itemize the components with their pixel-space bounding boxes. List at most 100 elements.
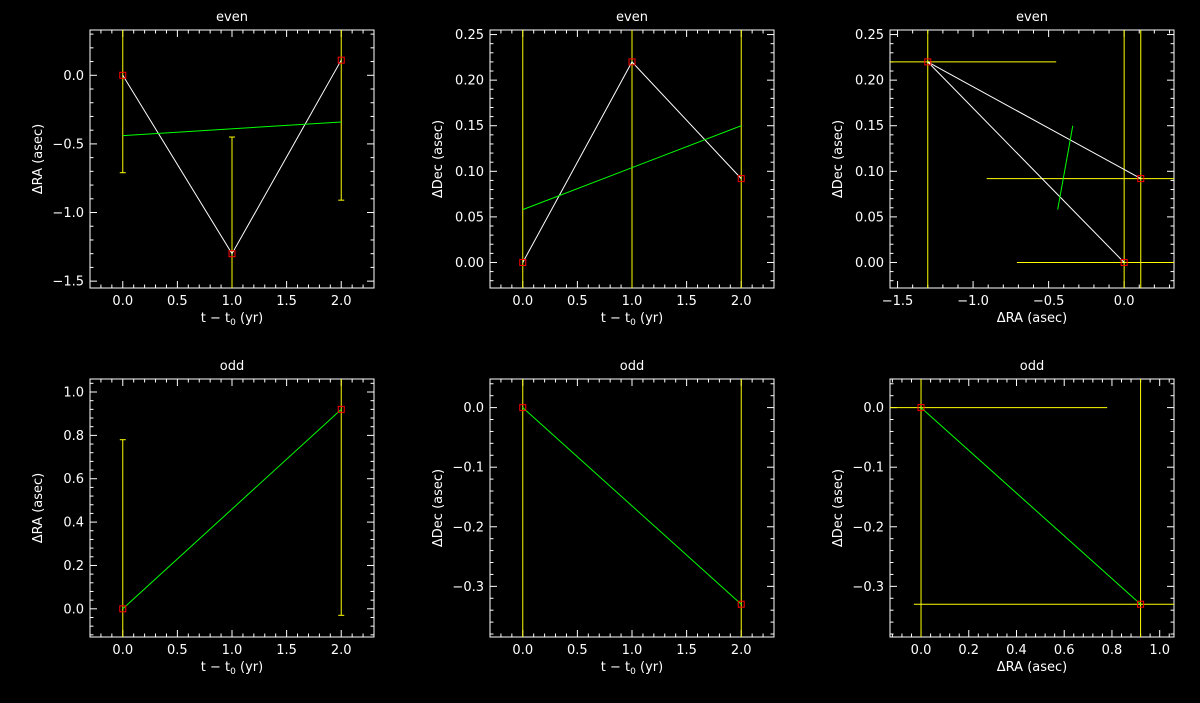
y-axis-label: ΔDec (asec) bbox=[431, 120, 446, 198]
y-tick-label: 0.2 bbox=[63, 559, 84, 574]
x-tick-label: 1.0 bbox=[222, 294, 243, 309]
chart-panel-4: 0.0 0.5 1.0 1.5 2.0 0.0 0.2 0.4 0.6 0.8 1.0 odd t − … bbox=[31, 359, 375, 677]
plot-frame bbox=[489, 378, 775, 638]
y-tick-label: 0.00 bbox=[855, 256, 884, 271]
y-tick-label: −0.2 bbox=[852, 520, 884, 535]
y-tick-label: 0.15 bbox=[855, 119, 884, 134]
x-tick-label: 0.0 bbox=[512, 294, 533, 309]
x-axis-label-subscript: 0 bbox=[230, 318, 236, 328]
x-tick-label: 1.5 bbox=[676, 294, 697, 309]
x-tick-label: 1.5 bbox=[276, 643, 297, 658]
y-tick-label: 0.8 bbox=[63, 429, 84, 444]
x-tick-label: 2.0 bbox=[331, 643, 352, 658]
y-axis-label: ΔDec (asec) bbox=[431, 469, 446, 547]
x-axis-label-text: t − t bbox=[601, 311, 630, 326]
x-axis-label: t − t0 (yr) bbox=[201, 311, 263, 328]
data-point bbox=[119, 71, 127, 79]
data-point bbox=[228, 250, 236, 258]
y-tick-label: −1.5 bbox=[52, 275, 84, 290]
x-tick-label: 0.0 bbox=[512, 643, 533, 658]
x-axis-label-suffix: (yr) bbox=[636, 311, 663, 326]
x-tick-label: 2.0 bbox=[731, 294, 752, 309]
x-axis-label-text: ΔRA (asec) bbox=[997, 660, 1067, 675]
data-point bbox=[1120, 258, 1128, 266]
x-tick-label: 1.0 bbox=[622, 294, 643, 309]
x-tick-label: −1.5 bbox=[882, 294, 914, 309]
x-axis-label: ΔRA (asec) bbox=[997, 311, 1067, 326]
y-tick-label: −0.3 bbox=[852, 580, 884, 595]
x-tick-label: 1.0 bbox=[622, 643, 643, 658]
x-tick-label: 1.0 bbox=[1149, 643, 1170, 658]
y-tick-label: −0.2 bbox=[452, 520, 484, 535]
fit-line bbox=[1057, 125, 1074, 210]
data-point bbox=[924, 58, 932, 66]
chart-panel-5: 0.0 0.5 1.0 1.5 2.0 −0.3 −0.2 −0.1 0.0 odd t − t0 … bbox=[431, 359, 775, 677]
x-axis-label: t − t0 (yr) bbox=[601, 660, 663, 677]
data-point bbox=[519, 258, 527, 266]
x-axis-label-text: t − t bbox=[201, 311, 230, 326]
y-tick-label: 0.25 bbox=[855, 28, 884, 43]
data-point bbox=[119, 605, 127, 613]
y-tick-label: 0.10 bbox=[455, 165, 484, 180]
x-tick-label: 0.0 bbox=[1114, 294, 1135, 309]
x-axis-label: ΔRA (asec) bbox=[997, 660, 1067, 675]
data-point bbox=[337, 56, 345, 64]
data-point bbox=[737, 175, 745, 183]
y-tick-label: 0.0 bbox=[63, 602, 84, 617]
plot-frame bbox=[889, 378, 1175, 638]
x-tick-label: −1.0 bbox=[957, 294, 989, 309]
y-tick-label: −0.1 bbox=[452, 461, 484, 476]
y-tick-label: 1.0 bbox=[63, 386, 84, 401]
data-point bbox=[737, 600, 745, 608]
data-line bbox=[927, 61, 1142, 180]
chart-title: odd bbox=[220, 359, 244, 374]
y-tick-label: −0.3 bbox=[452, 580, 484, 595]
x-tick-label: 0.0 bbox=[112, 643, 133, 658]
y-tick-label: 0.15 bbox=[455, 119, 484, 134]
x-tick-label: 0.2 bbox=[958, 643, 979, 658]
y-tick-label: −0.5 bbox=[52, 137, 84, 152]
y-tick-label: 0.10 bbox=[855, 165, 884, 180]
y-tick-label: 0.05 bbox=[455, 210, 484, 225]
x-tick-label: 0.0 bbox=[911, 643, 932, 658]
x-axis-label-subscript: 0 bbox=[630, 318, 636, 328]
y-tick-label: 0.25 bbox=[455, 28, 484, 43]
chart-title: even bbox=[216, 10, 248, 25]
y-tick-label: 0.20 bbox=[455, 74, 484, 89]
y-tick-label: 0.6 bbox=[63, 472, 84, 487]
y-tick-label: 0.00 bbox=[455, 256, 484, 271]
data-point bbox=[337, 405, 345, 413]
x-tick-label: 0.8 bbox=[1102, 643, 1123, 658]
x-axis-label-subscript: 0 bbox=[230, 667, 236, 677]
x-tick-label: 2.0 bbox=[731, 643, 752, 658]
x-axis-label-text: ΔRA (asec) bbox=[997, 311, 1067, 326]
chart-title: odd bbox=[620, 359, 644, 374]
fit-line bbox=[522, 407, 742, 605]
data-point bbox=[917, 404, 925, 412]
y-tick-label: 0.05 bbox=[855, 210, 884, 225]
data-point bbox=[628, 58, 636, 66]
plot-frame bbox=[889, 29, 1175, 289]
chart-title: even bbox=[1016, 10, 1048, 25]
x-tick-label: −0.5 bbox=[1033, 294, 1065, 309]
y-tick-label: 0.20 bbox=[855, 74, 884, 89]
x-tick-label: 0.4 bbox=[1006, 643, 1027, 658]
y-axis-label: ΔDec (asec) bbox=[831, 120, 846, 198]
x-tick-label: 2.0 bbox=[331, 294, 352, 309]
y-tick-label: 0.0 bbox=[863, 401, 884, 416]
x-tick-label: 1.5 bbox=[676, 643, 697, 658]
fit-line bbox=[122, 121, 342, 137]
chart-title: even bbox=[616, 10, 648, 25]
y-axis-label: ΔDec (asec) bbox=[831, 469, 846, 547]
y-axis-label: ΔRA (asec) bbox=[31, 473, 46, 543]
x-tick-label: 0.5 bbox=[567, 294, 588, 309]
data-point bbox=[1137, 175, 1145, 183]
x-axis-label-suffix: (yr) bbox=[636, 660, 663, 675]
fit-line bbox=[920, 407, 1141, 605]
y-tick-label: 0.0 bbox=[63, 69, 84, 84]
data-point bbox=[519, 404, 527, 412]
y-axis-label: ΔRA (asec) bbox=[31, 124, 46, 194]
data-line bbox=[927, 61, 1125, 263]
